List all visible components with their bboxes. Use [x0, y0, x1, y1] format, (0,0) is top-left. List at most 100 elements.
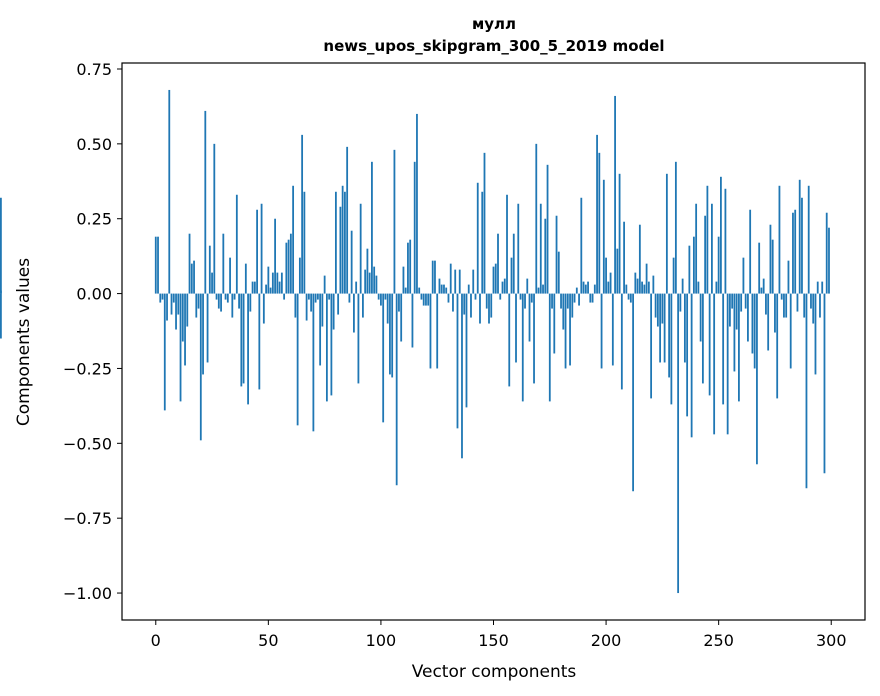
bar [389, 293, 391, 375]
bar [332, 293, 335, 330]
bar [337, 293, 340, 315]
bar [362, 293, 364, 318]
bar [458, 269, 461, 294]
bar [578, 293, 580, 306]
bar [483, 152, 486, 294]
bar [503, 278, 506, 294]
bar [627, 293, 630, 300]
bar [553, 293, 556, 354]
y-tick-label: −1.00 [63, 584, 112, 603]
bar [783, 293, 785, 318]
x-axis-label: Vector components [412, 662, 577, 682]
bar [404, 287, 407, 294]
bar [278, 281, 281, 294]
y-tick-label: −0.50 [63, 434, 112, 453]
bar [798, 179, 801, 294]
bar [729, 293, 731, 327]
bar [407, 242, 409, 294]
bar [560, 293, 562, 309]
bar [674, 161, 677, 294]
bar [454, 269, 457, 294]
bar [438, 278, 441, 294]
bar [704, 215, 707, 294]
bar [785, 293, 788, 318]
bar [690, 293, 693, 438]
bar [686, 293, 689, 417]
bar [177, 293, 180, 315]
bar [539, 203, 542, 294]
y-tick-label: 0.25 [76, 210, 112, 229]
bar [253, 281, 256, 294]
bar [425, 293, 427, 306]
bar [467, 284, 470, 294]
bar [244, 263, 247, 294]
bar [566, 293, 569, 309]
bar [195, 293, 198, 318]
bar [452, 293, 454, 312]
bar [353, 293, 355, 333]
bar [328, 293, 331, 300]
bar [780, 293, 783, 300]
bar [262, 293, 265, 324]
bar [645, 263, 648, 294]
bar [801, 197, 803, 294]
y-axis-label: Components values [14, 258, 34, 426]
y-tick-label: −0.75 [63, 509, 112, 528]
y-tick-label: 0.00 [76, 285, 112, 304]
bar [776, 293, 779, 399]
bar [224, 293, 227, 300]
bar [713, 293, 716, 435]
bar [508, 293, 511, 387]
bar [548, 293, 551, 402]
bar [434, 260, 436, 294]
bar [623, 221, 625, 294]
bar [575, 287, 578, 294]
bar [765, 293, 767, 315]
bar [199, 293, 202, 441]
bar [607, 281, 610, 294]
bar [744, 293, 747, 309]
x-tick-label: 300 [816, 631, 847, 650]
bar [679, 293, 682, 312]
bar [319, 293, 322, 366]
bar [596, 134, 598, 294]
bar [582, 281, 585, 294]
bar [256, 209, 258, 294]
bar [618, 173, 621, 294]
bar [708, 293, 711, 396]
bar [292, 185, 295, 294]
bar [771, 239, 774, 294]
bar [544, 218, 547, 294]
bar [456, 293, 459, 429]
bar [521, 293, 524, 402]
bar [321, 293, 324, 327]
bar [346, 146, 349, 294]
bar [325, 293, 328, 402]
bar [542, 284, 544, 294]
bar [731, 293, 734, 309]
bar [436, 293, 439, 369]
bar [215, 293, 218, 300]
bar [310, 293, 313, 312]
bar [611, 293, 614, 366]
bar [711, 203, 713, 294]
chart-subtitle: news_upos_skipgram_300_5_2019 model [323, 37, 664, 55]
bar [269, 287, 272, 294]
bar [807, 185, 810, 294]
bar [598, 152, 601, 294]
bar [181, 293, 184, 342]
bar [240, 293, 243, 387]
bar [620, 293, 623, 390]
bar [580, 197, 583, 294]
bar [305, 293, 308, 321]
bar [497, 233, 499, 294]
bar [656, 293, 659, 327]
bar [274, 218, 276, 294]
bar [481, 191, 484, 294]
bar [348, 293, 351, 303]
bar [535, 143, 538, 294]
bar [668, 293, 671, 378]
bar [411, 293, 414, 348]
bar [557, 251, 560, 294]
bar [724, 188, 727, 294]
